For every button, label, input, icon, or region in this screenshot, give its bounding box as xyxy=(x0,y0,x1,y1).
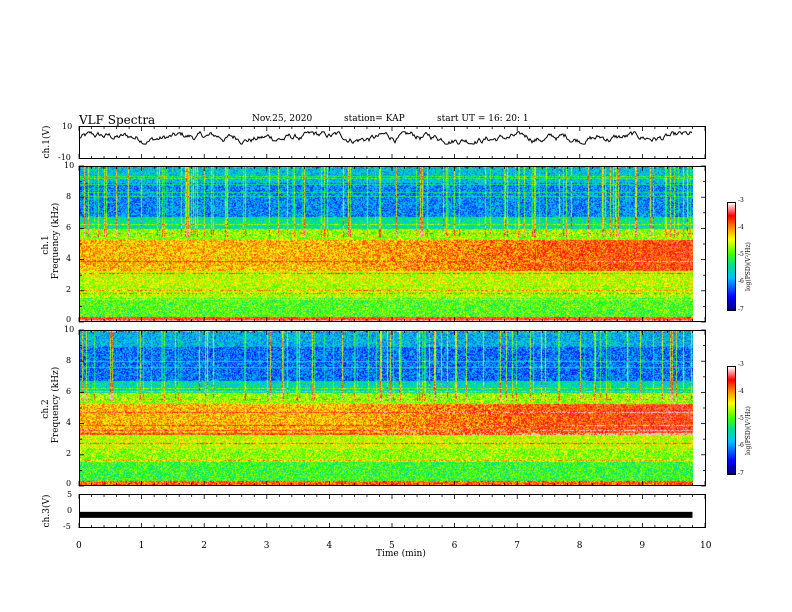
ch2-freq-tick: 6 xyxy=(66,387,72,396)
ch2-spectrogram-frame xyxy=(79,330,706,486)
ch1-colorbar-tick: -3 xyxy=(738,197,744,204)
x-tick-label: 6 xyxy=(451,541,458,551)
ch2-freq-tick: 8 xyxy=(66,356,72,365)
ch2-colorbar-tick: -6 xyxy=(738,442,744,449)
ch1-ytick-label: 10 xyxy=(62,122,73,131)
x-tick-label: 10 xyxy=(700,541,712,551)
ch2-freq-tick: 0 xyxy=(66,479,72,488)
ch1-colorbar-label: log(PSD)(V²/Hz) xyxy=(745,242,752,291)
ch2-freq-tick: 2 xyxy=(66,449,72,458)
ch3-ylabel: ch.3(V) xyxy=(42,494,52,528)
ch1-ytick-label: -10 xyxy=(58,153,71,162)
x-tick-label: 0 xyxy=(76,541,82,551)
ch2-spec-channel-label: ch.2 xyxy=(41,399,51,419)
ch3-ytick-label: 5 xyxy=(67,490,73,499)
start-time-label: start UT = 16: 20: 1 xyxy=(437,114,529,124)
ch3-waveform-panel xyxy=(79,494,706,528)
ch2-colorbar-tick: -3 xyxy=(738,361,744,368)
x-tick-label: 2 xyxy=(201,541,207,551)
ch2-colorbar-tick: -7 xyxy=(738,470,744,477)
ch2-spec-ylabel: Frequency (kHz) xyxy=(51,366,61,444)
x-axis-label: Time (min) xyxy=(376,549,426,559)
ch1-freq-tick: 2 xyxy=(66,285,72,294)
ch2-colorbar-tick: -4 xyxy=(738,388,744,395)
ch2-freq-tick: 10 xyxy=(64,325,75,334)
ch1-freq-tick: 6 xyxy=(66,223,72,232)
date-label: Nov.25, 2020 xyxy=(252,114,313,124)
ch1-colorbar xyxy=(727,202,736,311)
ch1-colorbar-tick: -4 xyxy=(738,224,744,231)
ch1-colorbar-tick: -6 xyxy=(738,278,744,285)
ch2-colorbar xyxy=(727,366,736,475)
ch1-freq-tick: 4 xyxy=(66,254,72,263)
ch1-waveform-panel xyxy=(79,126,706,159)
x-tick-label: 3 xyxy=(263,541,270,551)
x-tick-label: 1 xyxy=(138,541,145,551)
ch2-freq-tick: 4 xyxy=(66,418,72,427)
chart-title: VLF Spectra xyxy=(79,113,156,127)
x-tick-label: 8 xyxy=(576,541,583,551)
x-tick-label: 9 xyxy=(639,541,646,551)
ch1-ylabel: ch.1(V) xyxy=(42,125,52,159)
x-tick-label: 7 xyxy=(514,541,520,551)
station-label: station= KAP xyxy=(344,114,405,124)
ch1-spec-channel-label: ch.1 xyxy=(41,235,51,255)
ch2-colorbar-label: log(PSD)(V²/Hz) xyxy=(745,406,752,455)
x-tick-label: 4 xyxy=(326,541,333,551)
ch1-freq-tick: 10 xyxy=(64,161,75,170)
ch1-freq-tick: 8 xyxy=(66,192,72,201)
ch3-ytick-label: 0 xyxy=(67,506,73,515)
ch1-colorbar-tick: -5 xyxy=(738,251,744,258)
ch1-spec-ylabel: Frequency (kHz) xyxy=(51,202,61,280)
ch1-colorbar-tick: -7 xyxy=(738,306,744,313)
ch1-spectrogram-frame xyxy=(79,166,706,322)
ch2-colorbar-tick: -5 xyxy=(738,415,744,422)
ch3-ytick-label: -5 xyxy=(63,522,71,531)
ch1-freq-tick: 0 xyxy=(66,315,72,324)
ch1-spectrogram xyxy=(79,167,693,321)
ch2-spectrogram xyxy=(79,331,693,485)
x-tick-label: 5 xyxy=(389,541,395,551)
